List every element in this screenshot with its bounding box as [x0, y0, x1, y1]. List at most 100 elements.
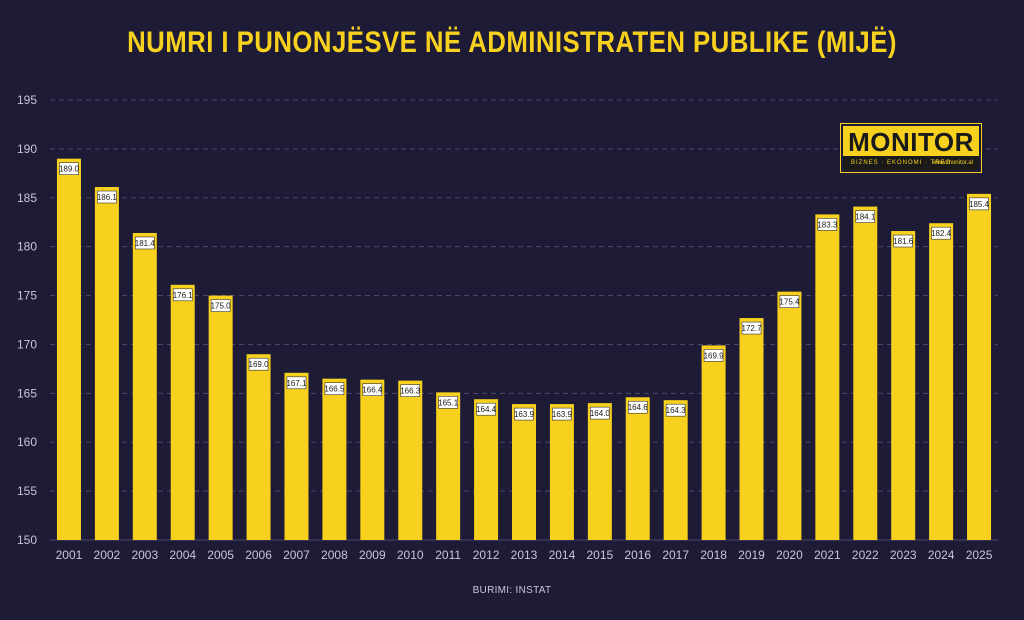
y-tick-label: 170	[17, 337, 37, 351]
x-tick-label: 2014	[549, 548, 576, 562]
data-label-box	[627, 400, 648, 414]
bar-2019	[739, 318, 764, 540]
data-label: 164.4	[476, 405, 497, 414]
data-label-box	[286, 376, 307, 390]
data-label-box	[931, 226, 951, 240]
x-tick-label: 2013	[511, 548, 538, 562]
data-label: 182.4	[931, 229, 952, 238]
data-label-box	[969, 197, 989, 211]
chart-title: NUMRI I PUNONJËSVE NË ADMINISTRATEN PUBL…	[127, 26, 897, 59]
x-tick-label: 2010	[397, 548, 424, 562]
y-tick-label: 150	[17, 533, 37, 547]
x-tick-label: 2009	[359, 548, 386, 562]
bars: 189.0 186.1 181.4 176.1 175.0 169.0 167.1 166.5…	[56, 158, 992, 541]
data-label-box	[665, 403, 686, 417]
y-tick-label: 155	[17, 484, 37, 498]
data-label-box	[893, 234, 914, 248]
bar-2023	[891, 231, 916, 540]
data-label: 164.3	[666, 406, 687, 415]
data-label: 172.7	[742, 324, 763, 333]
data-label: 176.1	[173, 291, 194, 300]
x-tick-label: 2008	[321, 548, 348, 562]
data-label-box	[172, 288, 193, 302]
bar-2025	[967, 193, 992, 540]
data-label: 169.9	[704, 351, 725, 360]
data-label: 181.4	[135, 239, 156, 248]
bar-2007	[284, 372, 309, 540]
data-label: 175.4	[779, 298, 800, 307]
data-label: 189.0	[59, 165, 80, 174]
logo-strip: BIZNES · EKONOMI · TREG www.monitor.al	[843, 156, 979, 170]
bar-2002	[94, 187, 119, 540]
data-label-box	[362, 383, 383, 396]
bar-2011	[436, 392, 461, 540]
data-label-box	[135, 236, 155, 250]
data-label: 163.9	[552, 410, 573, 419]
y-tick-label: 175	[17, 289, 37, 303]
x-tick-label: 2004	[169, 548, 196, 562]
data-label: 175.0	[211, 302, 232, 311]
x-tick-label: 2006	[245, 548, 272, 562]
logo-tagline: BIZNES · EKONOMI · TREG	[851, 160, 952, 166]
x-tick-label: 2001	[56, 548, 83, 562]
data-label: 164.0	[590, 409, 611, 418]
bar-2016	[625, 397, 650, 540]
data-label-box	[476, 402, 496, 416]
y-tick-label: 180	[17, 240, 37, 254]
data-label: 164.6	[628, 403, 649, 412]
data-label: 185.4	[969, 200, 990, 209]
data-label-box	[210, 299, 231, 312]
data-label-box	[97, 190, 117, 204]
data-label-box	[514, 407, 534, 421]
x-tick-label: 2020	[776, 548, 803, 562]
data-label: 184.1	[855, 213, 876, 222]
source-note: BURIMI: INSTAT	[472, 585, 552, 596]
y-axis: 150 155 160 165 170 175 180 185 190 195	[17, 93, 37, 547]
bar-2017	[663, 400, 688, 540]
x-tick-label: 2024	[928, 548, 955, 562]
x-tick-label: 2015	[586, 548, 613, 562]
bar-2022	[853, 206, 878, 541]
bar-2013	[512, 404, 536, 540]
data-label: 181.6	[893, 237, 914, 246]
x-tick-label: 2025	[966, 548, 993, 562]
data-label: 166.4	[362, 386, 383, 395]
data-label-box	[703, 349, 724, 362]
y-tick-label: 190	[17, 142, 37, 156]
y-tick-label: 165	[17, 386, 37, 400]
x-tick-label: 2017	[662, 548, 689, 562]
x-tick-label: 2022	[852, 548, 879, 562]
x-tick-label: 2003	[131, 548, 158, 562]
bar-2010	[398, 380, 423, 540]
bar-2021	[815, 214, 840, 540]
bar-2009	[360, 379, 385, 540]
x-tick-label: 2019	[738, 548, 765, 562]
bar-2006	[246, 354, 271, 540]
data-label-box	[741, 321, 762, 335]
bar-2005	[208, 295, 233, 540]
data-label-box	[817, 218, 838, 231]
x-axis: 2001 2002 2003 2004 2005 2006 2007 2008 2009 2010…	[56, 548, 993, 562]
bar-2024	[929, 223, 954, 540]
data-label: 166.5	[324, 385, 345, 394]
monitor-logo: MONITOR BIZNES · EKONOMI · TREG www.moni…	[841, 124, 981, 172]
data-label: 183.3	[817, 220, 838, 229]
data-label: 163.9	[514, 410, 535, 419]
bar-2018	[701, 345, 726, 540]
x-tick-label: 2011	[435, 548, 461, 562]
bar-2012	[474, 399, 499, 540]
data-label-box	[324, 382, 345, 395]
data-label-box	[779, 295, 800, 308]
data-label: 186.1	[97, 193, 118, 202]
bar-2001	[56, 158, 81, 540]
x-tick-label: 2012	[473, 548, 500, 562]
bar-2020	[777, 291, 802, 540]
data-label-box	[855, 210, 876, 223]
bar-2003	[132, 232, 157, 540]
data-label-box	[400, 384, 421, 397]
x-tick-label: 2007	[283, 548, 310, 562]
bar-2015	[587, 403, 612, 540]
x-tick-label: 2021	[814, 548, 841, 562]
bar-2014	[549, 404, 574, 540]
data-label-box	[59, 162, 79, 175]
